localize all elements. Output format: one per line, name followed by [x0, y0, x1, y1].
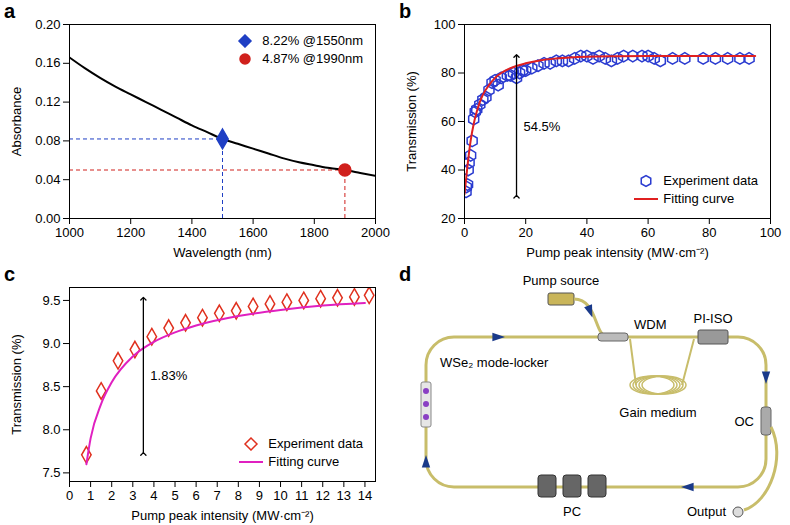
svg-text:60: 60: [641, 225, 655, 240]
html-text:b: b: [399, 0, 412, 22]
svg-text:7: 7: [214, 488, 221, 503]
svg-text:WSe₂ mode-locker: WSe₂ mode-locker: [440, 355, 549, 370]
svg-text:5: 5: [171, 488, 178, 503]
svg-text:100: 100: [434, 17, 456, 32]
svg-text:Pump peak intensity (MW·cm⁻²): Pump peak intensity (MW·cm⁻²): [131, 508, 313, 523]
svg-text:20: 20: [518, 225, 532, 240]
svg-text:40: 40: [580, 225, 594, 240]
svg-text:1600: 1600: [239, 225, 268, 240]
svg-text:WDM: WDM: [634, 317, 667, 332]
svg-text:PC: PC: [563, 504, 581, 519]
svg-text:0: 0: [461, 225, 468, 240]
svg-text:1400: 1400: [177, 225, 206, 240]
svg-text:Wavelength (nm): Wavelength (nm): [173, 245, 272, 260]
svg-text:4: 4: [150, 488, 157, 503]
svg-text:9.5: 9.5: [42, 293, 60, 308]
html-text:Fitting curve: Fitting curve: [268, 454, 340, 469]
svg-text:Gain medium: Gain medium: [619, 405, 696, 420]
svg-text:100: 100: [760, 225, 782, 240]
svg-text:Pump source: Pump source: [523, 273, 600, 288]
html-text:a: a: [4, 0, 16, 22]
svg-text:9: 9: [256, 488, 263, 503]
svg-text:8.0: 8.0: [42, 422, 60, 437]
svg-text:13: 13: [337, 488, 351, 503]
svg-text:Absorbance: Absorbance: [9, 87, 24, 156]
html-text:c: c: [4, 263, 16, 285]
html-text:8.22% @1550nm: 8.22% @1550nm: [262, 33, 363, 48]
svg-text:3: 3: [129, 488, 136, 503]
svg-text:60: 60: [441, 114, 455, 129]
svg-text:1.83%: 1.83%: [150, 368, 187, 383]
svg-text:0: 0: [66, 488, 73, 503]
svg-text:11: 11: [295, 488, 309, 503]
svg-text:14: 14: [358, 488, 372, 503]
svg-text:0.20: 0.20: [35, 17, 60, 32]
svg-text:20: 20: [441, 211, 455, 226]
svg-text:1200: 1200: [116, 225, 145, 240]
svg-text:12: 12: [316, 488, 330, 503]
svg-text:40: 40: [441, 162, 455, 177]
svg-text:1: 1: [87, 488, 94, 503]
svg-text:10: 10: [273, 488, 287, 503]
html-text:d: d: [399, 263, 412, 285]
svg-text:54.5%: 54.5%: [524, 119, 561, 134]
svg-text:0.08: 0.08: [35, 133, 60, 148]
svg-text:OC: OC: [735, 414, 755, 429]
svg-text:PI-ISO: PI-ISO: [693, 311, 732, 326]
html-text:4.87% @1990nm: 4.87% @1990nm: [262, 51, 363, 66]
svg-text:Pump peak intensity (MW·cm⁻²): Pump peak intensity (MW·cm⁻²): [526, 245, 708, 260]
html-text:Fitting curve: Fitting curve: [663, 191, 735, 206]
svg-text:7.5: 7.5: [42, 465, 60, 480]
svg-text:0.12: 0.12: [35, 94, 60, 109]
svg-text:2: 2: [108, 488, 115, 503]
svg-text:Output: Output: [687, 504, 726, 519]
svg-text:Transmission (%): Transmission (%): [404, 71, 419, 172]
html-text:Experiment data: Experiment data: [268, 436, 363, 451]
svg-text:80: 80: [441, 65, 455, 80]
svg-text:9.0: 9.0: [42, 336, 60, 351]
svg-text:1800: 1800: [300, 225, 329, 240]
svg-text:80: 80: [702, 225, 716, 240]
svg-text:6: 6: [193, 488, 200, 503]
svg-text:Transmission (%): Transmission (%): [9, 334, 24, 435]
svg-text:0.00: 0.00: [35, 211, 60, 226]
svg-text:1000: 1000: [55, 225, 84, 240]
svg-text:8.5: 8.5: [42, 379, 60, 394]
svg-text:8: 8: [235, 488, 242, 503]
svg-text:2000: 2000: [361, 225, 390, 240]
svg-text:0.04: 0.04: [35, 172, 60, 187]
svg-text:0.16: 0.16: [35, 55, 60, 70]
html-text:Experiment data: Experiment data: [663, 173, 758, 188]
